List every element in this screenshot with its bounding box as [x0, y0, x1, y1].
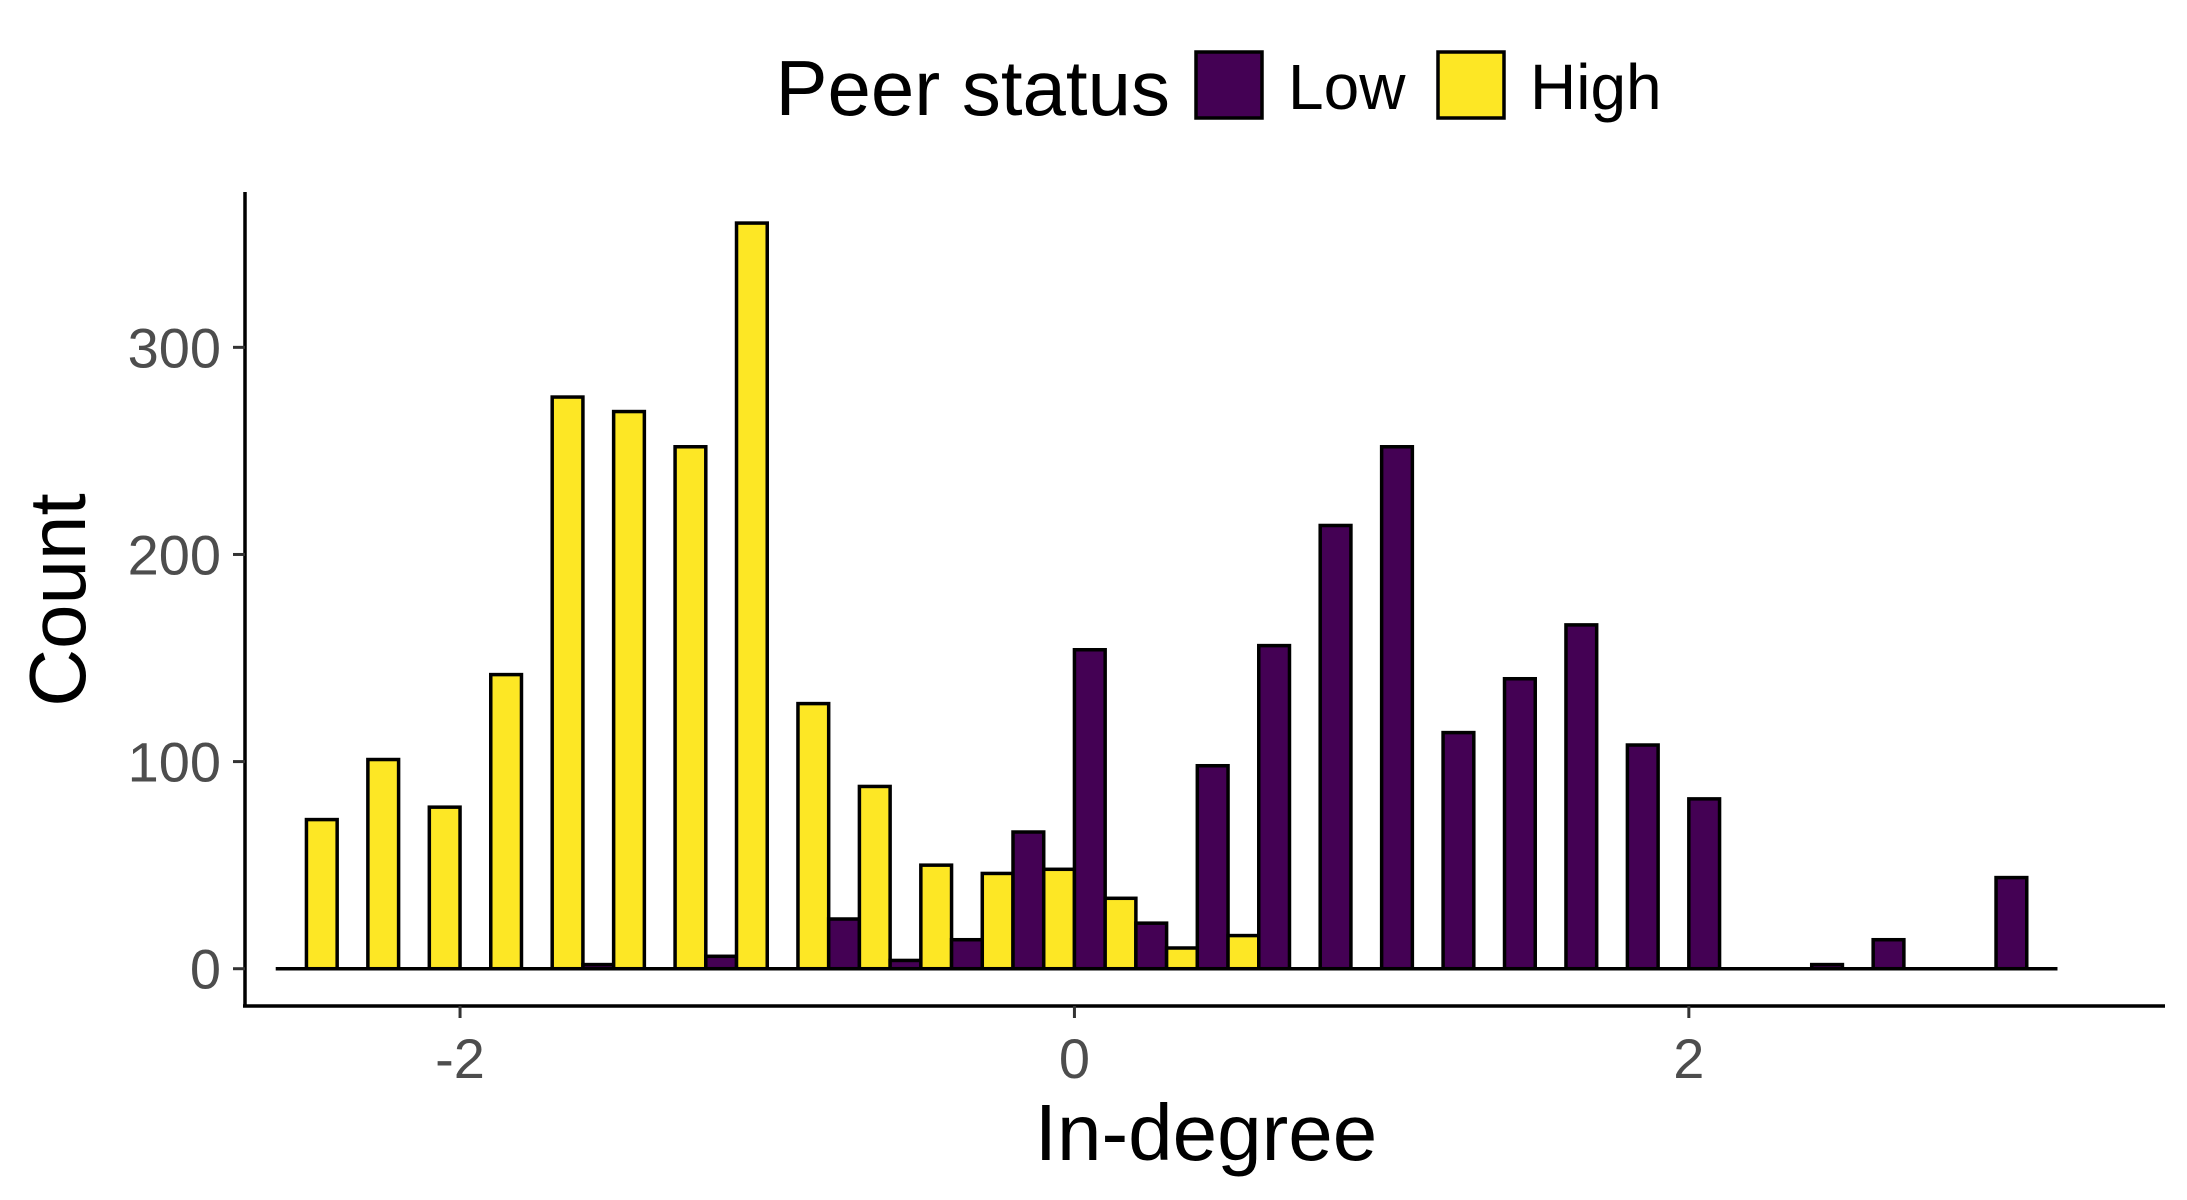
bar-low [1318, 523, 1353, 971]
bar-high [1041, 867, 1077, 971]
bar-high [1226, 933, 1261, 971]
x-tick-label: 0 [1059, 1027, 1090, 1090]
x-tick-label: 2 [1673, 1027, 1704, 1090]
bar-low [1564, 623, 1599, 971]
bar-low [1502, 676, 1537, 971]
legend-title: Peer status [775, 44, 1170, 132]
legend-label-high: High [1530, 51, 1662, 123]
bar-high [734, 221, 769, 971]
bar-high [1164, 946, 1200, 971]
bar-high [980, 871, 1015, 971]
bar-high [611, 409, 647, 971]
bar-low [1809, 962, 1845, 971]
bar-high [673, 445, 708, 971]
legend: Peer status Low High [775, 44, 1661, 132]
bar-low [1625, 743, 1660, 971]
y-ticks: 0 100 200 300 [128, 316, 245, 1001]
bar-high [796, 701, 831, 971]
bar-high [304, 817, 339, 971]
bar-low [1441, 730, 1476, 971]
bar-high [1103, 896, 1138, 971]
bars-layer [275, 221, 2058, 971]
bar-high [857, 784, 892, 971]
legend-swatch-high [1436, 50, 1506, 120]
bar-high [489, 672, 524, 971]
y-axis-title: Count [13, 493, 102, 706]
y-tick-label: 300 [128, 316, 221, 379]
bar-low [1072, 647, 1107, 971]
bar-low [1134, 921, 1169, 971]
bar-low [949, 937, 985, 971]
bar-low [826, 917, 862, 971]
legend-swatch-low [1194, 50, 1264, 120]
bar-low [1871, 937, 1906, 971]
bar-high [366, 757, 401, 971]
x-axis-title: In-degree [1035, 1088, 1377, 1177]
x-ticks: -2 0 2 [435, 1006, 1704, 1090]
y-tick-label: 200 [128, 523, 221, 586]
bar-high [919, 863, 954, 971]
bar-low [888, 958, 923, 971]
bar-high [550, 395, 585, 971]
y-tick-label: 0 [190, 938, 221, 1001]
legend-label-low: Low [1288, 51, 1406, 123]
bar-low [1195, 763, 1230, 971]
x-tick-label: -2 [435, 1027, 485, 1090]
bar-low [704, 954, 739, 971]
bar-low [1257, 643, 1292, 971]
bar-low [1687, 797, 1722, 971]
bar-low [581, 962, 616, 971]
bar-high [427, 805, 462, 971]
y-tick-label: 100 [128, 731, 221, 794]
bar-low [1011, 830, 1046, 971]
bar-low [1994, 875, 2029, 971]
bar-low [1379, 445, 1415, 971]
